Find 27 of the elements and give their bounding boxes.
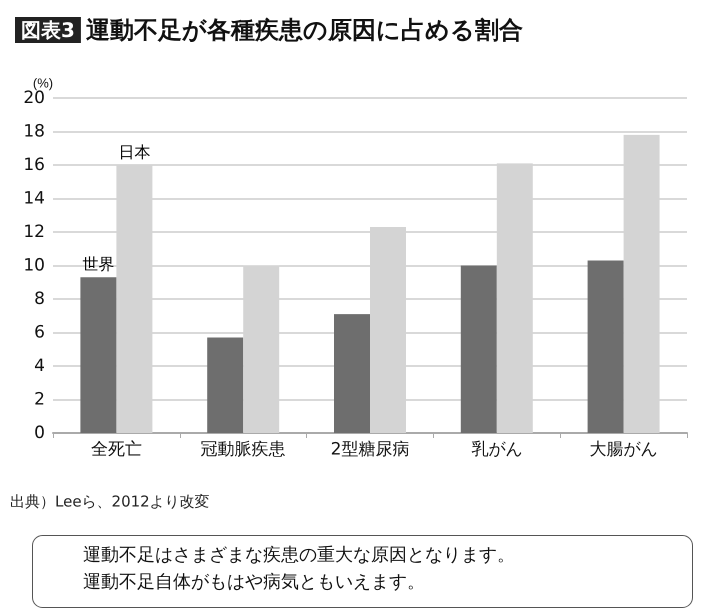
text: 運動不足はさまざまな疾患の重大な原因となります。 <box>83 544 515 566</box>
bar <box>80 277 116 433</box>
source-note: 出典）Leeら、2012より改変 <box>10 492 210 510</box>
y-axis-title: (%) <box>32 76 54 91</box>
y-tick-label: 10 <box>23 256 45 276</box>
y-tick-label: 16 <box>23 155 45 175</box>
y-tick-label: 2 <box>34 390 45 410</box>
y-tick-label: 8 <box>34 289 45 309</box>
x-tick-label: 2型糖尿病 <box>330 440 410 460</box>
x-tick-label: 全死亡 <box>90 440 142 460</box>
bar <box>460 266 497 433</box>
y-tick-label: 6 <box>34 322 45 342</box>
y-tick-label: 4 <box>34 356 45 376</box>
y-tick-label: 18 <box>23 122 45 142</box>
x-tick-label: 冠動脈疾患 <box>200 440 286 460</box>
text: 運動不足自体がもはや病気ともいえます。 <box>83 572 425 592</box>
x-tick-label: 乳がん <box>471 440 522 460</box>
chart-title: 図表3 運動不足が各種疾患の原因に占める割合 <box>21 16 523 44</box>
series-label: 日本 <box>118 142 150 162</box>
y-tick-label: 12 <box>23 222 45 242</box>
y-tick-label: 0 <box>34 423 45 443</box>
bar <box>207 338 244 433</box>
y-tick-label: 14 <box>23 188 45 208</box>
x-tick-label: 大腸がん <box>590 440 658 460</box>
bar <box>334 314 370 433</box>
series-label: 世界 <box>82 254 114 274</box>
bar <box>588 260 624 433</box>
